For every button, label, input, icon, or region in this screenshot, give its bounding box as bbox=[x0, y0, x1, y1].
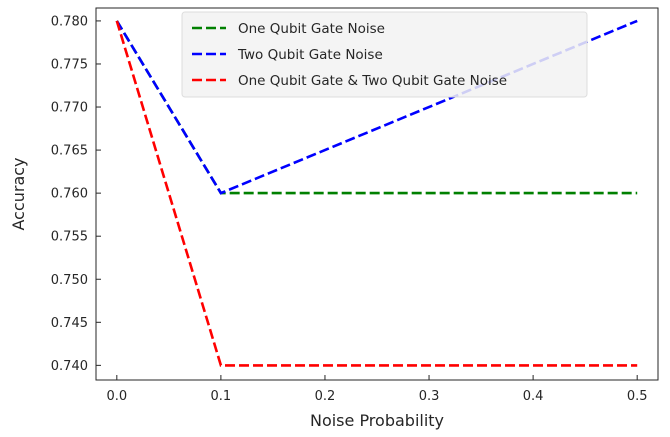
series-line-3 bbox=[115, 20, 638, 367]
y-tick-label: 0.780 bbox=[51, 14, 88, 29]
y-axis-label: Accuracy bbox=[9, 157, 28, 230]
y-tick-label: 0.770 bbox=[51, 101, 88, 116]
y-tick-label: 0.740 bbox=[51, 359, 88, 374]
legend-label-1: One Qubit Gate Noise bbox=[238, 21, 385, 37]
series-layer bbox=[115, 19, 638, 367]
plot-frame bbox=[95, 7, 659, 381]
legend-label-2: Two Qubit Gate Noise bbox=[237, 47, 383, 63]
y-tick-label: 0.745 bbox=[51, 316, 88, 331]
x-tick-label: 0.5 bbox=[627, 389, 648, 404]
legend-box bbox=[181, 11, 588, 98]
y-tick-label: 0.760 bbox=[51, 187, 88, 202]
x-tick-label: 0.3 bbox=[419, 389, 440, 404]
x-axis-ticks: 0.0 0.1 0.2 0.3 0.4 0.5 bbox=[106, 375, 648, 404]
y-tick-label: 0.755 bbox=[51, 230, 88, 245]
x-axis-label: Noise Probability bbox=[310, 411, 444, 430]
y-tick-label: 0.775 bbox=[51, 57, 88, 72]
x-tick-label: 0.0 bbox=[106, 389, 127, 404]
legend: One Qubit Gate Noise Two Qubit Gate Noise… bbox=[181, 11, 588, 98]
legend-label-3: One Qubit Gate & Two Qubit Gate Noise bbox=[238, 73, 507, 89]
x-tick-label: 0.4 bbox=[523, 389, 544, 404]
series-line-2 bbox=[115, 19, 638, 195]
y-tick-label: 0.765 bbox=[51, 144, 88, 159]
x-tick-label: 0.2 bbox=[315, 389, 336, 404]
y-tick-label: 0.750 bbox=[51, 273, 88, 288]
x-tick-label: 0.1 bbox=[211, 389, 232, 404]
y-axis-ticks: 0.740 0.745 0.750 0.755 0.760 0.765 0.770 0.775… bbox=[51, 14, 101, 374]
